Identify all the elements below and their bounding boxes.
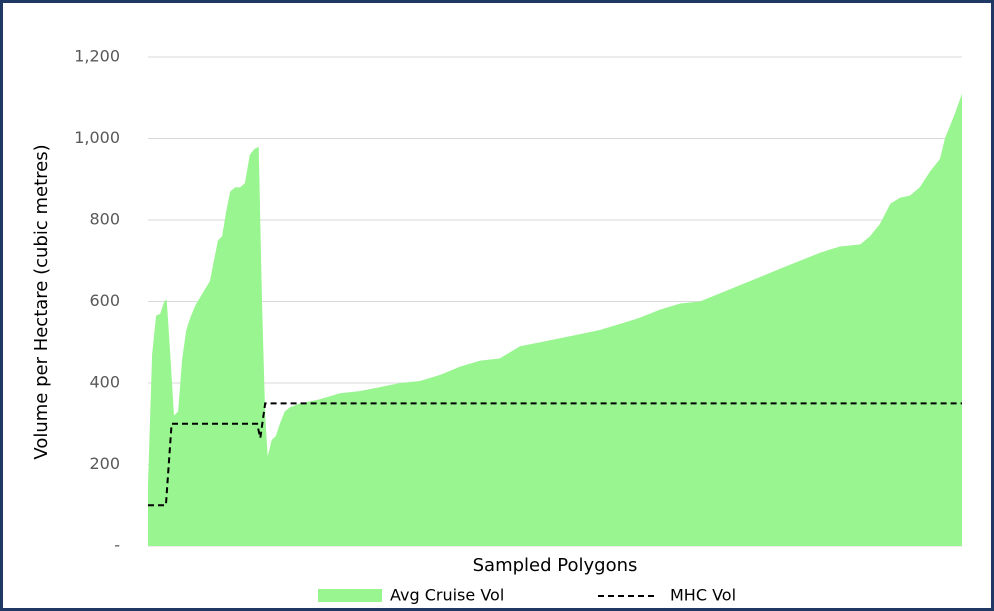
y-axis-label: Volume per Hectare (cubic metres) <box>31 144 52 459</box>
legend-swatch <box>318 589 382 602</box>
area <box>148 93 962 546</box>
y-tick-label: 200 <box>89 454 120 473</box>
x-axis-label: Sampled Polygons <box>473 555 638 576</box>
legend-label: Avg Cruise Vol <box>390 586 504 605</box>
y-tick-label: 1,000 <box>74 128 120 147</box>
y-tick-label: 800 <box>89 210 120 229</box>
y-tick-label: 600 <box>89 291 120 310</box>
y-tick-label: 1,200 <box>74 47 120 66</box>
line <box>148 402 962 507</box>
legend-label: MHC Vol <box>670 586 736 605</box>
y-tick-label: - <box>114 536 120 555</box>
y-tick-label: 400 <box>89 373 120 392</box>
